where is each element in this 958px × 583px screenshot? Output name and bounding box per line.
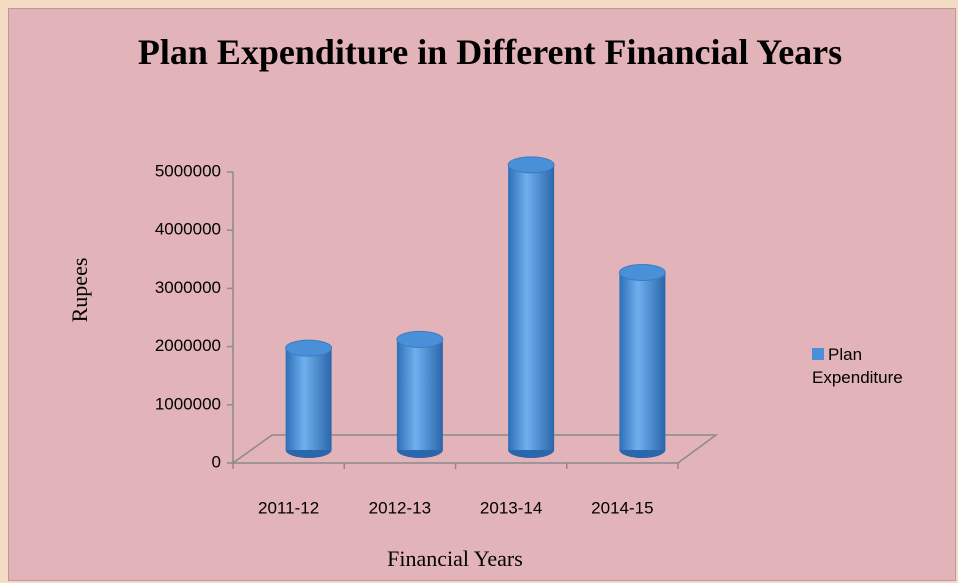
- legend-key: [812, 348, 824, 360]
- y-tick-label: 3000000: [155, 278, 221, 297]
- bar: [619, 272, 666, 450]
- legend: Plan Expenditure: [812, 343, 952, 389]
- y-tick-label: 0: [212, 452, 221, 471]
- x-tick-label: 2013-14: [480, 498, 542, 517]
- bar-top: [285, 339, 333, 357]
- title-box: Plan Expenditure in Different Financial …: [137, 32, 843, 72]
- legend-label: Plan Expenditure: [812, 345, 903, 387]
- x-axis-label: Financial Years: [387, 546, 523, 571]
- x-tick-label: 2012-13: [369, 498, 431, 517]
- bar-top: [396, 330, 444, 348]
- y-tick-label: 5000000: [155, 161, 221, 180]
- bar-top: [618, 263, 666, 281]
- chart-area: [8, 8, 956, 581]
- bar: [285, 348, 332, 450]
- y-axis-label: Rupees: [67, 258, 92, 323]
- bar: [396, 339, 443, 450]
- chart-title: Plan Expenditure in Different Financial …: [137, 32, 843, 72]
- x-tick-label: 2014-15: [591, 498, 653, 517]
- floor: [230, 434, 719, 464]
- bar-top: [507, 156, 555, 174]
- x-tick-label: 2011-12: [258, 498, 319, 517]
- y-tick-label: 2000000: [155, 336, 221, 355]
- y-tick-label: 4000000: [155, 220, 221, 239]
- bar: [508, 164, 555, 450]
- y-tick-label: 1000000: [155, 394, 221, 413]
